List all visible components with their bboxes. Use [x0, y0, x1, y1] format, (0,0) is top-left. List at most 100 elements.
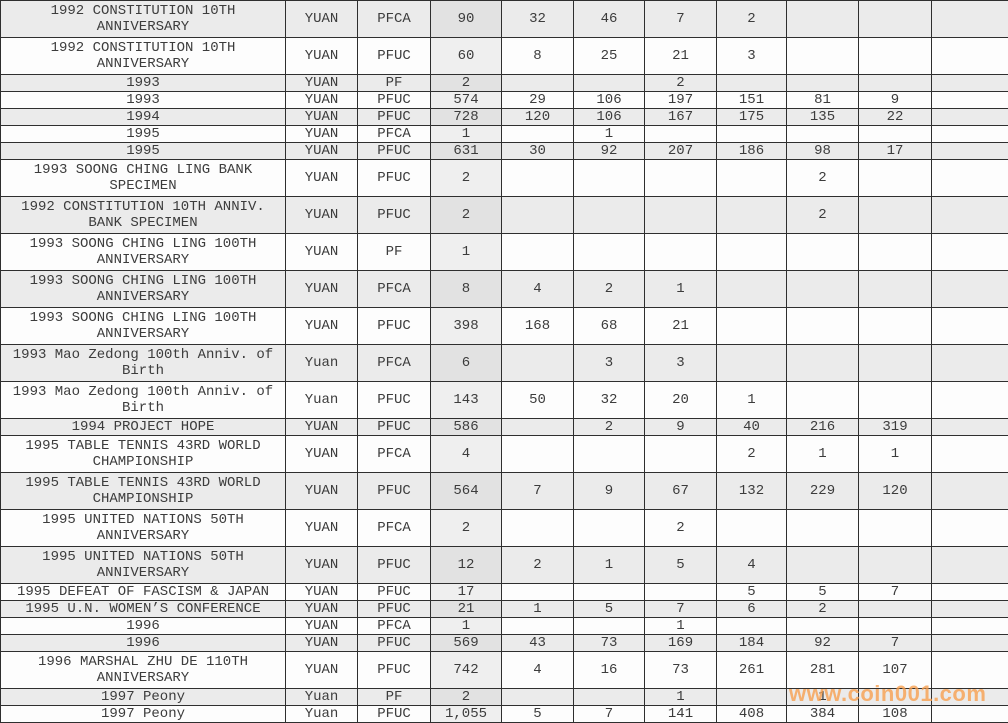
row-description: 1993 — [0, 91, 286, 109]
table-row: 1995 TABLE TENNIS 43RD WORLD CHAMPIONSHI… — [0, 472, 1008, 510]
row-value: 32 — [573, 381, 645, 419]
row-currency: YUAN — [285, 509, 358, 547]
row-total: 90 — [430, 0, 502, 38]
row-value — [858, 270, 932, 308]
row-value — [573, 435, 645, 473]
row-grade: PFUC — [357, 583, 431, 601]
row-value: 32 — [501, 0, 574, 38]
row-value — [931, 307, 1008, 345]
row-total: 21 — [430, 600, 502, 618]
row-value: 261 — [716, 651, 787, 689]
row-grade: PFCA — [357, 0, 431, 38]
row-value — [716, 196, 787, 234]
row-description: 1993 SOONG CHING LING 100TH ANNIVERSARY — [0, 307, 286, 345]
row-value — [501, 509, 574, 547]
row-description: 1993 Mao Zedong 100th Anniv. of Birth — [0, 381, 286, 419]
row-description: 1995 DEFEAT OF FASCISM & JAPAN — [0, 583, 286, 601]
row-grade: PFUC — [357, 307, 431, 345]
row-description: 1997 Peony — [0, 705, 286, 723]
row-value: 168 — [501, 307, 574, 345]
row-value — [501, 583, 574, 601]
row-value — [931, 688, 1008, 706]
table-row: 1997 Peony Yuan PFUC 1,055 5 7 141 408 384 108 — [0, 705, 1008, 723]
row-value — [786, 74, 859, 92]
row-value — [573, 617, 645, 635]
table-row: 1993 SOONG CHING LING 100TH ANNIVERSARY Y… — [0, 270, 1008, 308]
row-value: 7 — [858, 634, 932, 652]
row-value: 22 — [858, 108, 932, 126]
row-value: 135 — [786, 108, 859, 126]
row-description: 1993 SOONG CHING LING 100TH ANNIVERSARY — [0, 233, 286, 271]
row-value — [931, 233, 1008, 271]
row-description: 1995 TABLE TENNIS 43RD WORLD CHAMPIONSHI… — [0, 435, 286, 473]
row-value: 184 — [716, 634, 787, 652]
row-value — [501, 435, 574, 473]
row-value: 9 — [573, 472, 645, 510]
row-description: 1994 — [0, 108, 286, 126]
row-currency: YUAN — [285, 0, 358, 38]
row-value: 9 — [644, 418, 717, 436]
row-value: 319 — [858, 418, 932, 436]
row-value — [931, 435, 1008, 473]
row-value — [931, 344, 1008, 382]
row-value — [931, 196, 1008, 234]
row-currency: YUAN — [285, 651, 358, 689]
row-value: 1 — [786, 688, 859, 706]
row-description: 1994 PROJECT HOPE — [0, 418, 286, 436]
row-value: 2 — [786, 196, 859, 234]
row-value: 20 — [644, 381, 717, 419]
row-value — [644, 125, 717, 143]
table-row: 1995 YUAN PFUC 631 30 92 207 186 98 17 — [0, 142, 1008, 160]
row-value: 216 — [786, 418, 859, 436]
row-value — [786, 509, 859, 547]
row-value: 141 — [644, 705, 717, 723]
row-value: 1 — [644, 688, 717, 706]
row-description: 1993 — [0, 74, 286, 92]
row-value: 281 — [786, 651, 859, 689]
row-description: 1995 UNITED NATIONS 50TH ANNIVERSARY — [0, 546, 286, 584]
row-grade: PFUC — [357, 600, 431, 618]
row-total: 631 — [430, 142, 502, 160]
row-value: 21 — [644, 37, 717, 75]
row-value — [716, 159, 787, 197]
row-currency: YUAN — [285, 583, 358, 601]
row-currency: YUAN — [285, 307, 358, 345]
row-value: 9 — [858, 91, 932, 109]
row-value — [786, 381, 859, 419]
row-value: 43 — [501, 634, 574, 652]
table-row: 1993 SOONG CHING LING 100TH ANNIVERSARY Y… — [0, 307, 1008, 345]
row-value — [931, 651, 1008, 689]
row-total: 398 — [430, 307, 502, 345]
row-description: 1993 Mao Zedong 100th Anniv. of Birth — [0, 344, 286, 382]
row-grade: PFUC — [357, 37, 431, 75]
row-value: 7 — [573, 705, 645, 723]
row-value: 229 — [786, 472, 859, 510]
row-currency: YUAN — [285, 600, 358, 618]
row-description: 1996 — [0, 617, 286, 635]
row-grade: PFCA — [357, 617, 431, 635]
row-description: 1995 TABLE TENNIS 43RD WORLD CHAMPIONSHI… — [0, 472, 286, 510]
row-description: 1992 CONSTITUTION 10TH ANNIVERSARY — [0, 0, 286, 38]
row-value: 120 — [501, 108, 574, 126]
row-value — [858, 233, 932, 271]
row-value — [858, 600, 932, 618]
row-currency: YUAN — [285, 196, 358, 234]
table-row: 1994 YUAN PFUC 728 120 106 167 175 135 22 — [0, 108, 1008, 126]
row-value — [858, 125, 932, 143]
row-description: 1993 SOONG CHING LING 100TH ANNIVERSARY — [0, 270, 286, 308]
row-total: 12 — [430, 546, 502, 584]
row-value: 5 — [716, 583, 787, 601]
table-row: 1993 Mao Zedong 100th Anniv. of Birth Yua… — [0, 344, 1008, 382]
row-grade: PF — [357, 233, 431, 271]
row-value: 7 — [644, 600, 717, 618]
row-total: 2 — [430, 196, 502, 234]
row-value — [931, 108, 1008, 126]
row-grade: PFUC — [357, 634, 431, 652]
row-description: 1996 — [0, 634, 286, 652]
table-row: 1992 CONSTITUTION 10TH ANNIVERSARY YUAN PF… — [0, 0, 1008, 38]
row-value — [931, 546, 1008, 584]
row-description: 1993 SOONG CHING LING BANK SPECIMEN — [0, 159, 286, 197]
row-currency: YUAN — [285, 435, 358, 473]
